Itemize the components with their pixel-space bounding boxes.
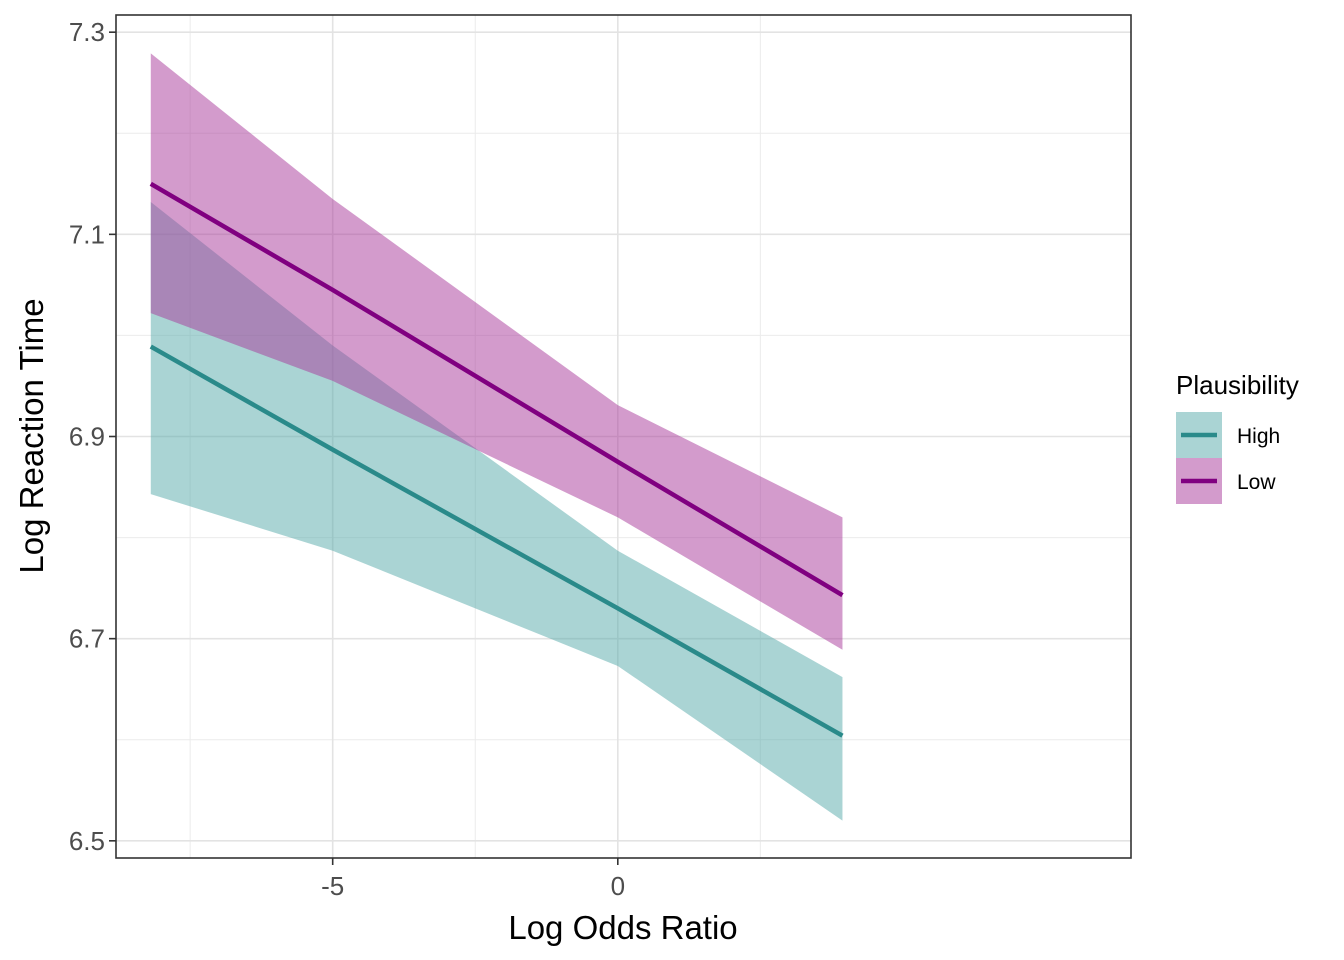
legend-item-high: High [1176,412,1280,458]
y-axis-title: Log Reaction Time [13,298,50,573]
fit-line-high [149,344,844,738]
legend-label-low: Low [1237,471,1276,494]
legend-item-low: Low [1176,458,1276,504]
y-tick-label: 6.5 [69,826,105,856]
fit-line-low [149,181,844,598]
x-tick-label: -5 [321,871,344,901]
x-tick-label: 0 [611,871,625,901]
y-tick-label: 7.1 [69,219,105,249]
fit-lines [149,181,844,738]
x-axis-title: Log Odds Ratio [508,909,737,946]
legend-label-high: High [1237,425,1280,448]
legend: Plausibility High Low [1176,370,1299,504]
legend-title: Plausibility [1176,370,1299,400]
confidence-bands [150,53,843,821]
axes: -5 0 6.5 6.7 6.9 7.1 7.3 [69,17,625,901]
confidence-band-low [150,53,843,650]
y-tick-label: 7.3 [69,17,105,47]
y-tick-label: 6.9 [69,422,105,452]
y-tick-label: 6.7 [69,624,105,654]
